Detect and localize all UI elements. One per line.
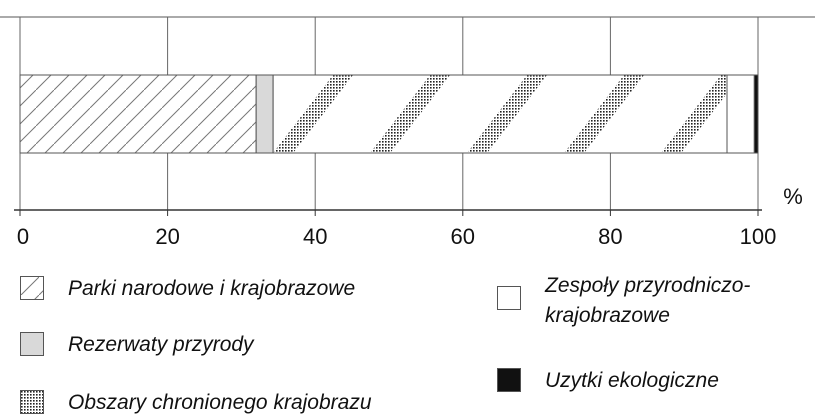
legend-label: Obszary chronionego krajobrazu bbox=[68, 391, 372, 414]
legend-label: Rezerwaty przyrody bbox=[68, 333, 254, 356]
legend-label: Zespoły przyrodniczo-krajobrazowe bbox=[545, 274, 751, 327]
legend-swatch bbox=[20, 390, 44, 414]
bar-segment bbox=[19, 74, 257, 154]
x-tick-label: 100 bbox=[740, 224, 777, 249]
legend-swatch bbox=[497, 286, 521, 310]
x-tick-label: 60 bbox=[451, 224, 475, 249]
swatch-pattern bbox=[21, 391, 43, 413]
legend-label: Parki narodowe i krajobrazowe bbox=[68, 277, 356, 300]
legend-swatch bbox=[20, 276, 44, 300]
swatch-pattern bbox=[21, 277, 43, 299]
x-tick-label: 0 bbox=[17, 224, 29, 249]
legend-swatch bbox=[20, 332, 44, 356]
legend-label: Uzytki ekologiczne bbox=[545, 369, 719, 392]
bar-segment bbox=[726, 74, 755, 154]
x-tick-label: 80 bbox=[598, 224, 622, 249]
legend-swatch bbox=[497, 368, 521, 392]
bar-segment bbox=[255, 74, 274, 154]
bar-segment bbox=[272, 74, 728, 154]
bar-segment bbox=[753, 74, 759, 154]
x-tick-label: 40 bbox=[303, 224, 327, 249]
x-tick-label: 20 bbox=[155, 224, 179, 249]
x-axis-label: % bbox=[783, 184, 803, 209]
